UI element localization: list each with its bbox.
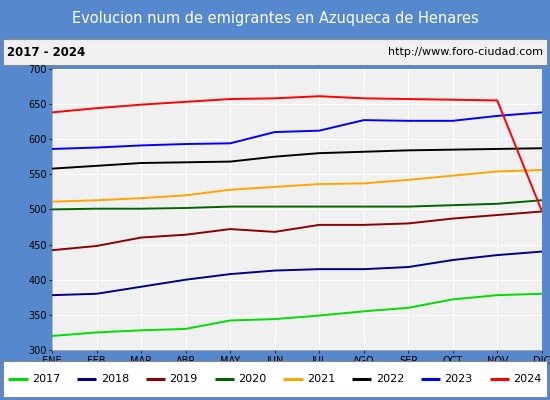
Text: 2018: 2018 xyxy=(101,374,129,384)
Text: 2020: 2020 xyxy=(238,374,266,384)
Text: 2021: 2021 xyxy=(307,374,335,384)
Text: Evolucion num de emigrantes en Azuqueca de Henares: Evolucion num de emigrantes en Azuqueca … xyxy=(72,12,478,26)
Text: 2024: 2024 xyxy=(513,374,542,384)
Text: 2023: 2023 xyxy=(444,374,472,384)
Text: 2022: 2022 xyxy=(376,374,404,384)
Text: http://www.foro-ciudad.com: http://www.foro-ciudad.com xyxy=(388,47,543,57)
Text: 2019: 2019 xyxy=(169,374,197,384)
Text: 2017 - 2024: 2017 - 2024 xyxy=(7,46,85,59)
Text: 2017: 2017 xyxy=(32,374,60,384)
